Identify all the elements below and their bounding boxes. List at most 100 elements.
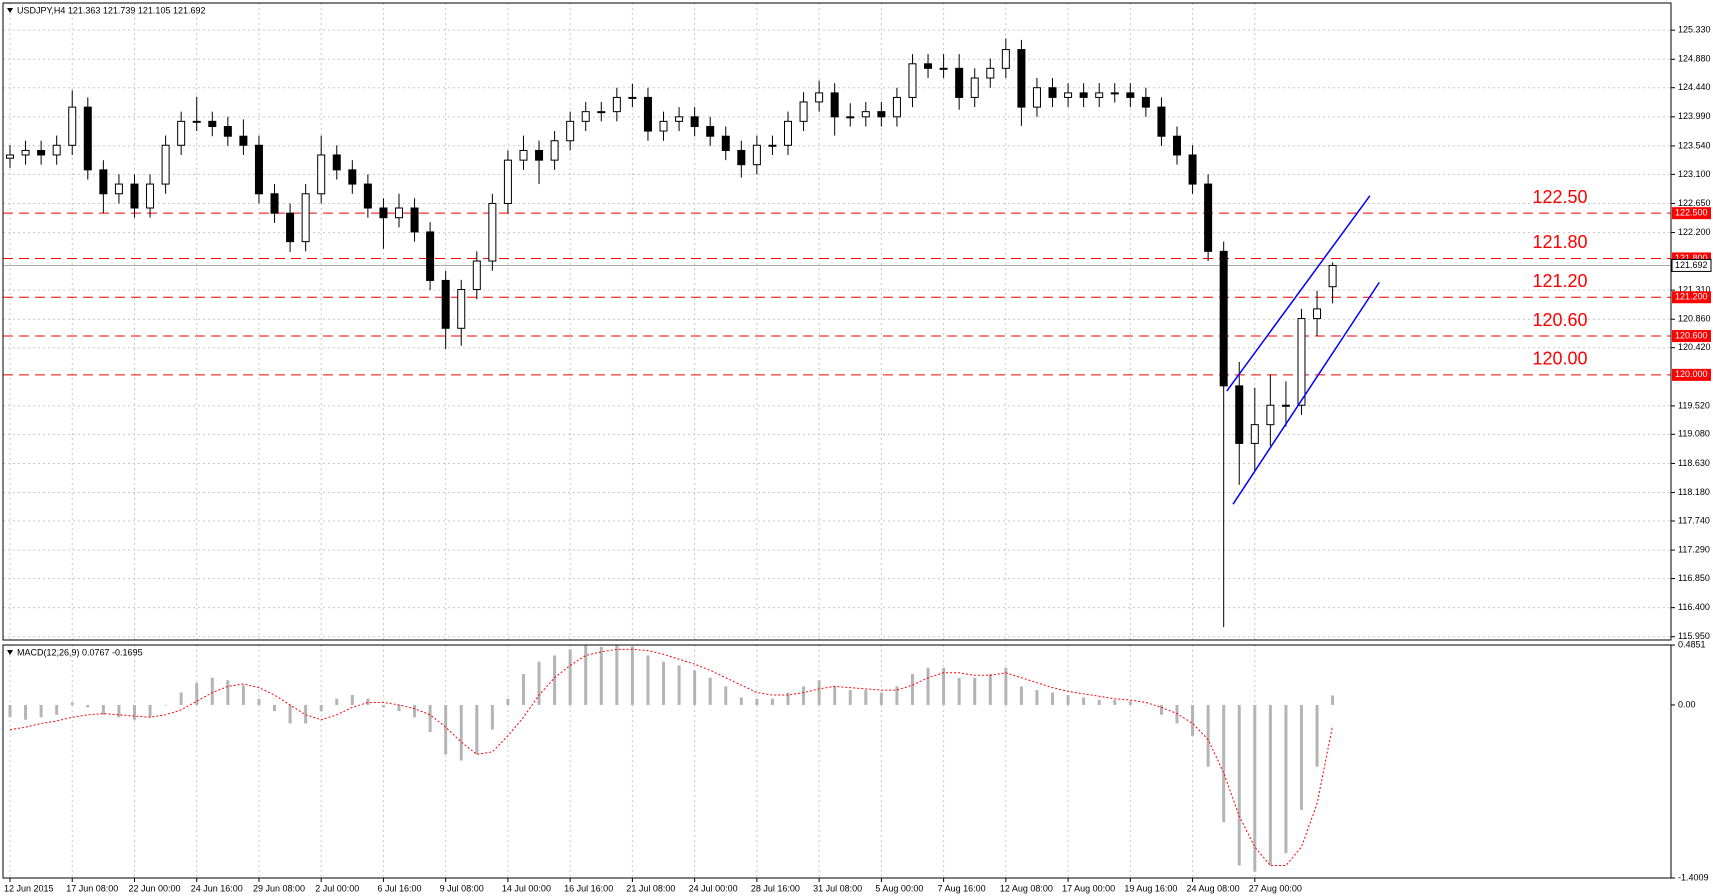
macd-bar (584, 645, 588, 705)
macd-bar (506, 698, 510, 705)
macd-bar (117, 704, 121, 718)
level-tag-label: 120.000 (1675, 369, 1708, 379)
macd-bar (1206, 704, 1210, 767)
macd-bar (1175, 704, 1179, 724)
macd-bar (770, 698, 774, 705)
candle-body (130, 183, 139, 209)
macd-bar (942, 667, 946, 705)
level-tag (1672, 368, 1711, 381)
macd-bar (646, 655, 650, 705)
x-tick-label: 17 Jun 08:00 (66, 883, 118, 893)
y-tick-label: 0.00 (1678, 699, 1696, 709)
macd-bar (164, 704, 168, 706)
y-tick-label: 118.630 (1678, 458, 1710, 468)
macd-bar (957, 677, 961, 705)
macd-bar (1284, 704, 1288, 854)
candle-body (1313, 308, 1322, 320)
candle-body (332, 154, 341, 171)
x-tick-label: 12 Aug 08:00 (1000, 883, 1053, 893)
panel-icon (7, 650, 13, 655)
candle-body (1235, 385, 1244, 444)
candle-body (441, 279, 450, 329)
macd-bar (1128, 701, 1132, 705)
candle-body (52, 144, 61, 156)
candle-body (1281, 404, 1290, 407)
macd-bar (397, 704, 401, 712)
candle-body (737, 149, 746, 166)
candle-body (566, 120, 575, 142)
candle-body (752, 144, 761, 166)
macd-bar (459, 704, 463, 761)
candle-body (192, 120, 201, 123)
macd-bar (39, 704, 43, 718)
candle-body (1141, 96, 1150, 108)
candle-body (612, 96, 621, 113)
candle-body (1032, 87, 1041, 108)
macd-bar (70, 702, 74, 705)
macd-bar (381, 704, 385, 708)
candle-body (472, 260, 481, 290)
candle-body (1328, 264, 1337, 288)
x-tick-label: 6 Jul 16:00 (377, 883, 421, 893)
candle-body (161, 144, 170, 185)
macd-bar (350, 695, 354, 705)
candle-body (1048, 87, 1057, 98)
x-tick-label: 21 Jul 08:00 (626, 883, 675, 893)
candle-body (457, 288, 466, 329)
macd-bar (1237, 704, 1241, 866)
channel-line (1226, 195, 1371, 392)
candle-body (1017, 49, 1026, 108)
macd-bar (179, 692, 183, 705)
panel-frame (2, 644, 1672, 879)
x-tick-label: 28 Jul 16:00 (751, 883, 800, 893)
candle-body (597, 111, 606, 114)
macd-bar (973, 677, 977, 705)
y-tick-label: 116.400 (1678, 602, 1710, 612)
candle-body (815, 92, 824, 103)
macd-bar (24, 704, 28, 720)
macd-bar (1159, 704, 1163, 715)
x-tick-label: 24 Jun 16:00 (191, 883, 243, 893)
candle-body (239, 135, 248, 146)
candle-body (363, 183, 372, 209)
level-tag-label: 121.200 (1675, 292, 1708, 302)
candle-body (1079, 92, 1088, 98)
candle-body (799, 101, 808, 122)
candle-body (830, 92, 839, 118)
y-tick-label: 123.100 (1678, 169, 1711, 179)
macd-bar (319, 704, 323, 712)
candle-body (721, 135, 730, 151)
candle-body (550, 140, 559, 161)
macd-bar (708, 677, 712, 705)
macd-bar (724, 686, 728, 705)
macd-bar (101, 704, 105, 715)
candle-body (986, 67, 995, 79)
x-tick-label: 24 Jul 00:00 (689, 883, 738, 893)
candle-body (37, 149, 46, 156)
macd-bar (926, 667, 930, 705)
y-tick-label: 115.950 (1678, 631, 1710, 641)
macd-bar (1299, 704, 1303, 810)
macd-bar (195, 682, 199, 705)
macd-bar (428, 704, 432, 733)
candle-body (68, 106, 77, 146)
candle-body (924, 63, 933, 69)
macd-bar (599, 646, 603, 705)
y-tick-label: 117.290 (1678, 544, 1710, 554)
macd-bar (86, 704, 90, 708)
x-tick-label: 29 Jun 08:00 (253, 883, 305, 893)
candle-body (690, 116, 699, 128)
macd-bar (1331, 695, 1335, 705)
level-tag (1672, 207, 1711, 220)
macd-bar (630, 646, 634, 705)
y-tick-label: 116.850 (1678, 573, 1710, 583)
candle-body (1266, 404, 1275, 426)
level-label: 121.80 (1532, 232, 1587, 252)
macd-bar (304, 704, 308, 724)
candle-body (784, 120, 792, 146)
candle-body (503, 159, 512, 204)
y-tick-label: 117.740 (1678, 515, 1710, 525)
x-tick-label: 2 Jul 00:00 (315, 883, 359, 893)
